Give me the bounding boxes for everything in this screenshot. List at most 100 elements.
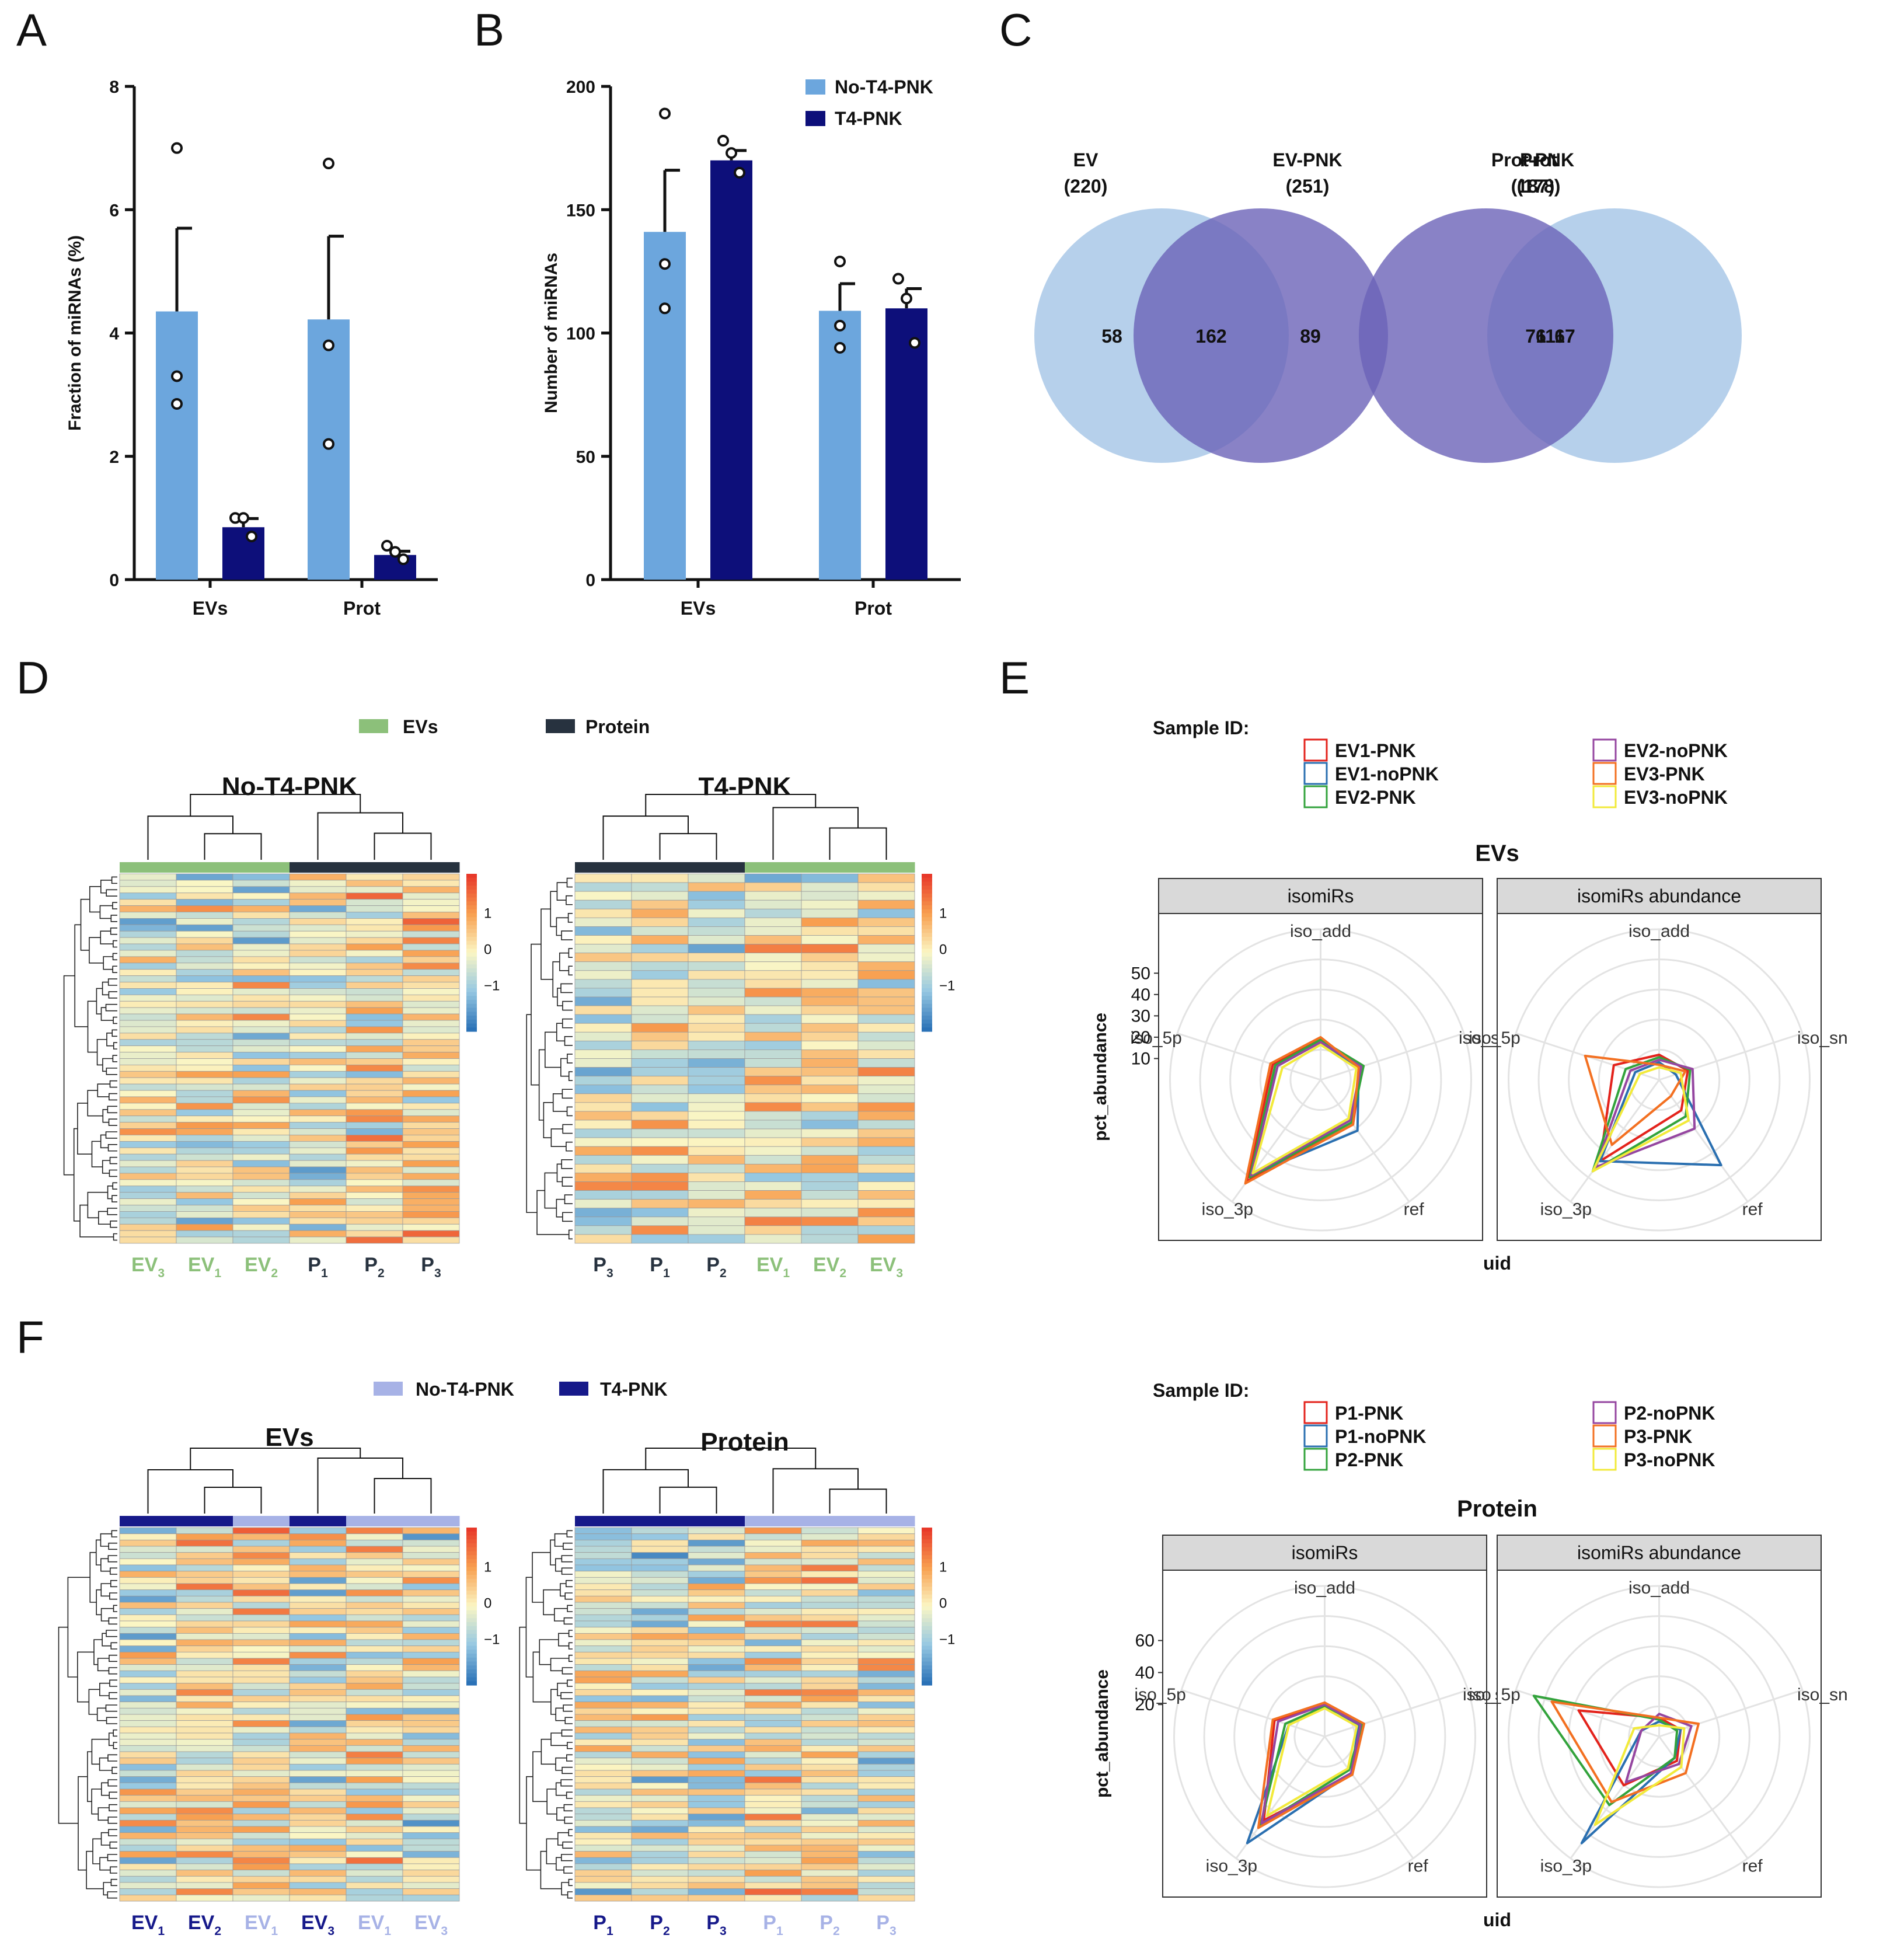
dendrogram-branch [562, 1212, 573, 1222]
heatmap-cell [119, 956, 177, 964]
heatmap-cell [801, 1076, 859, 1086]
heatmap-cell [232, 1894, 290, 1902]
color-scale-step [922, 1657, 932, 1662]
heatmap-cell [574, 1014, 632, 1024]
heatmap-cell [119, 1702, 177, 1709]
heatmap-cell [402, 1826, 460, 1833]
column-label: P3 [421, 1254, 441, 1280]
heatmap-cell [744, 1707, 802, 1715]
heatmap-cell [574, 1050, 632, 1059]
column-label-base: EV [131, 1254, 158, 1276]
heatmap-cell [232, 1664, 290, 1671]
heatmap-cell [801, 1639, 859, 1647]
facet-strip [1158, 878, 1483, 914]
heatmap-cell [574, 1546, 632, 1553]
heatmap-cell [744, 1888, 802, 1895]
heatmap-cell [744, 1726, 802, 1734]
heatmap-cell [402, 1577, 460, 1584]
heatmap-cell [631, 1832, 689, 1839]
heatmap-cell [801, 1050, 859, 1059]
color-scale-step [922, 1638, 932, 1643]
heatmap-cell [574, 1664, 632, 1671]
heatmap-cell [176, 1552, 233, 1559]
heatmap-cell [289, 1192, 347, 1200]
heatmap-cell [857, 1845, 915, 1852]
bar [710, 160, 752, 580]
heatmap-cell [346, 1608, 403, 1615]
heatmap-cell [744, 1533, 802, 1540]
heatmap-cell [857, 953, 915, 963]
heatmap-cell [402, 1695, 460, 1703]
color-scale-step [466, 1007, 477, 1012]
heatmap-cell [289, 1558, 347, 1566]
heatmap-cell [857, 1208, 915, 1218]
heatmap-cell [744, 1023, 802, 1033]
color-scale-step [466, 1016, 477, 1020]
y-tick-label: 8 [109, 78, 119, 97]
heatmap-cell [119, 1658, 177, 1665]
heatmap-cell [346, 956, 403, 964]
color-scale-step [922, 1673, 932, 1678]
heatmap-cell [176, 873, 233, 881]
heatmap-cell [176, 1726, 233, 1734]
heatmap-cell [631, 1695, 689, 1703]
heatmap-cell [119, 1875, 177, 1883]
heatmap-cell [232, 1602, 290, 1609]
dendrogram-branch [561, 1555, 573, 1563]
column-label-subscript: 3 [327, 1924, 334, 1938]
heatmap-cell [402, 1751, 460, 1759]
heatmap-cell [232, 924, 290, 932]
color-scale-step [922, 1578, 932, 1584]
heatmap-cell [402, 886, 460, 894]
radar-axis-label: ref [1742, 1200, 1763, 1219]
heatmap-cell [857, 1763, 915, 1771]
heatmap-cell [857, 1023, 915, 1033]
heatmap-cell [402, 1702, 460, 1709]
heatmap-cell [232, 1026, 290, 1034]
heatmap-cell [289, 1819, 347, 1827]
heatmap-cell [119, 1751, 177, 1759]
column-label-subscript: 1 [158, 1924, 165, 1938]
heatmap-cell [346, 1782, 403, 1790]
heatmap-cell [119, 880, 177, 887]
heatmap-cell [232, 1236, 290, 1244]
heatmap-cell [631, 1763, 689, 1771]
column-label-base: EV [870, 1254, 897, 1276]
heatmap-cell [688, 1173, 745, 1182]
heatmap-cell [119, 886, 177, 894]
heatmap-cell [744, 1005, 802, 1015]
heatmap-cell [346, 1571, 403, 1578]
heatmap-cell [346, 1620, 403, 1628]
color-scale-step [922, 1003, 932, 1009]
heatmap-cell [346, 1639, 403, 1647]
heatmap-title: No-T4-PNK [222, 772, 357, 801]
heatmap-cell [631, 1050, 689, 1059]
color-scale-step [922, 976, 932, 981]
radar-series-line [1584, 1054, 1687, 1146]
data-point [734, 166, 745, 179]
heatmap-cell [289, 1179, 347, 1187]
heatmap-cell [857, 1040, 915, 1050]
heatmap-cell [801, 979, 859, 989]
heatmap-cell [801, 899, 859, 909]
dendrogram-branch [91, 1788, 102, 1815]
heatmap-cell [402, 1026, 460, 1034]
heatmap-cell [744, 1102, 802, 1112]
heatmap-cell [688, 1120, 745, 1129]
heatmap-cell [574, 1216, 632, 1226]
y-tick-label: 0 [585, 571, 595, 590]
dendrogram-branch [556, 1857, 564, 1871]
heatmap-cell [289, 1695, 347, 1703]
column-label: P1 [593, 1912, 613, 1938]
dendrogram-branch [567, 1679, 573, 1687]
heatmap-cell [857, 1776, 915, 1783]
color-scale-step [466, 937, 477, 942]
heatmap-cell [289, 1013, 347, 1021]
color-scale-step [922, 992, 932, 996]
heatmap-cell [402, 1614, 460, 1622]
heatmap-cell [232, 1153, 290, 1161]
dendrogram-branch [111, 1530, 117, 1537]
heatmap-cell [631, 926, 689, 936]
color-scale-step [466, 1591, 477, 1595]
column-label-base: EV [301, 1912, 328, 1934]
